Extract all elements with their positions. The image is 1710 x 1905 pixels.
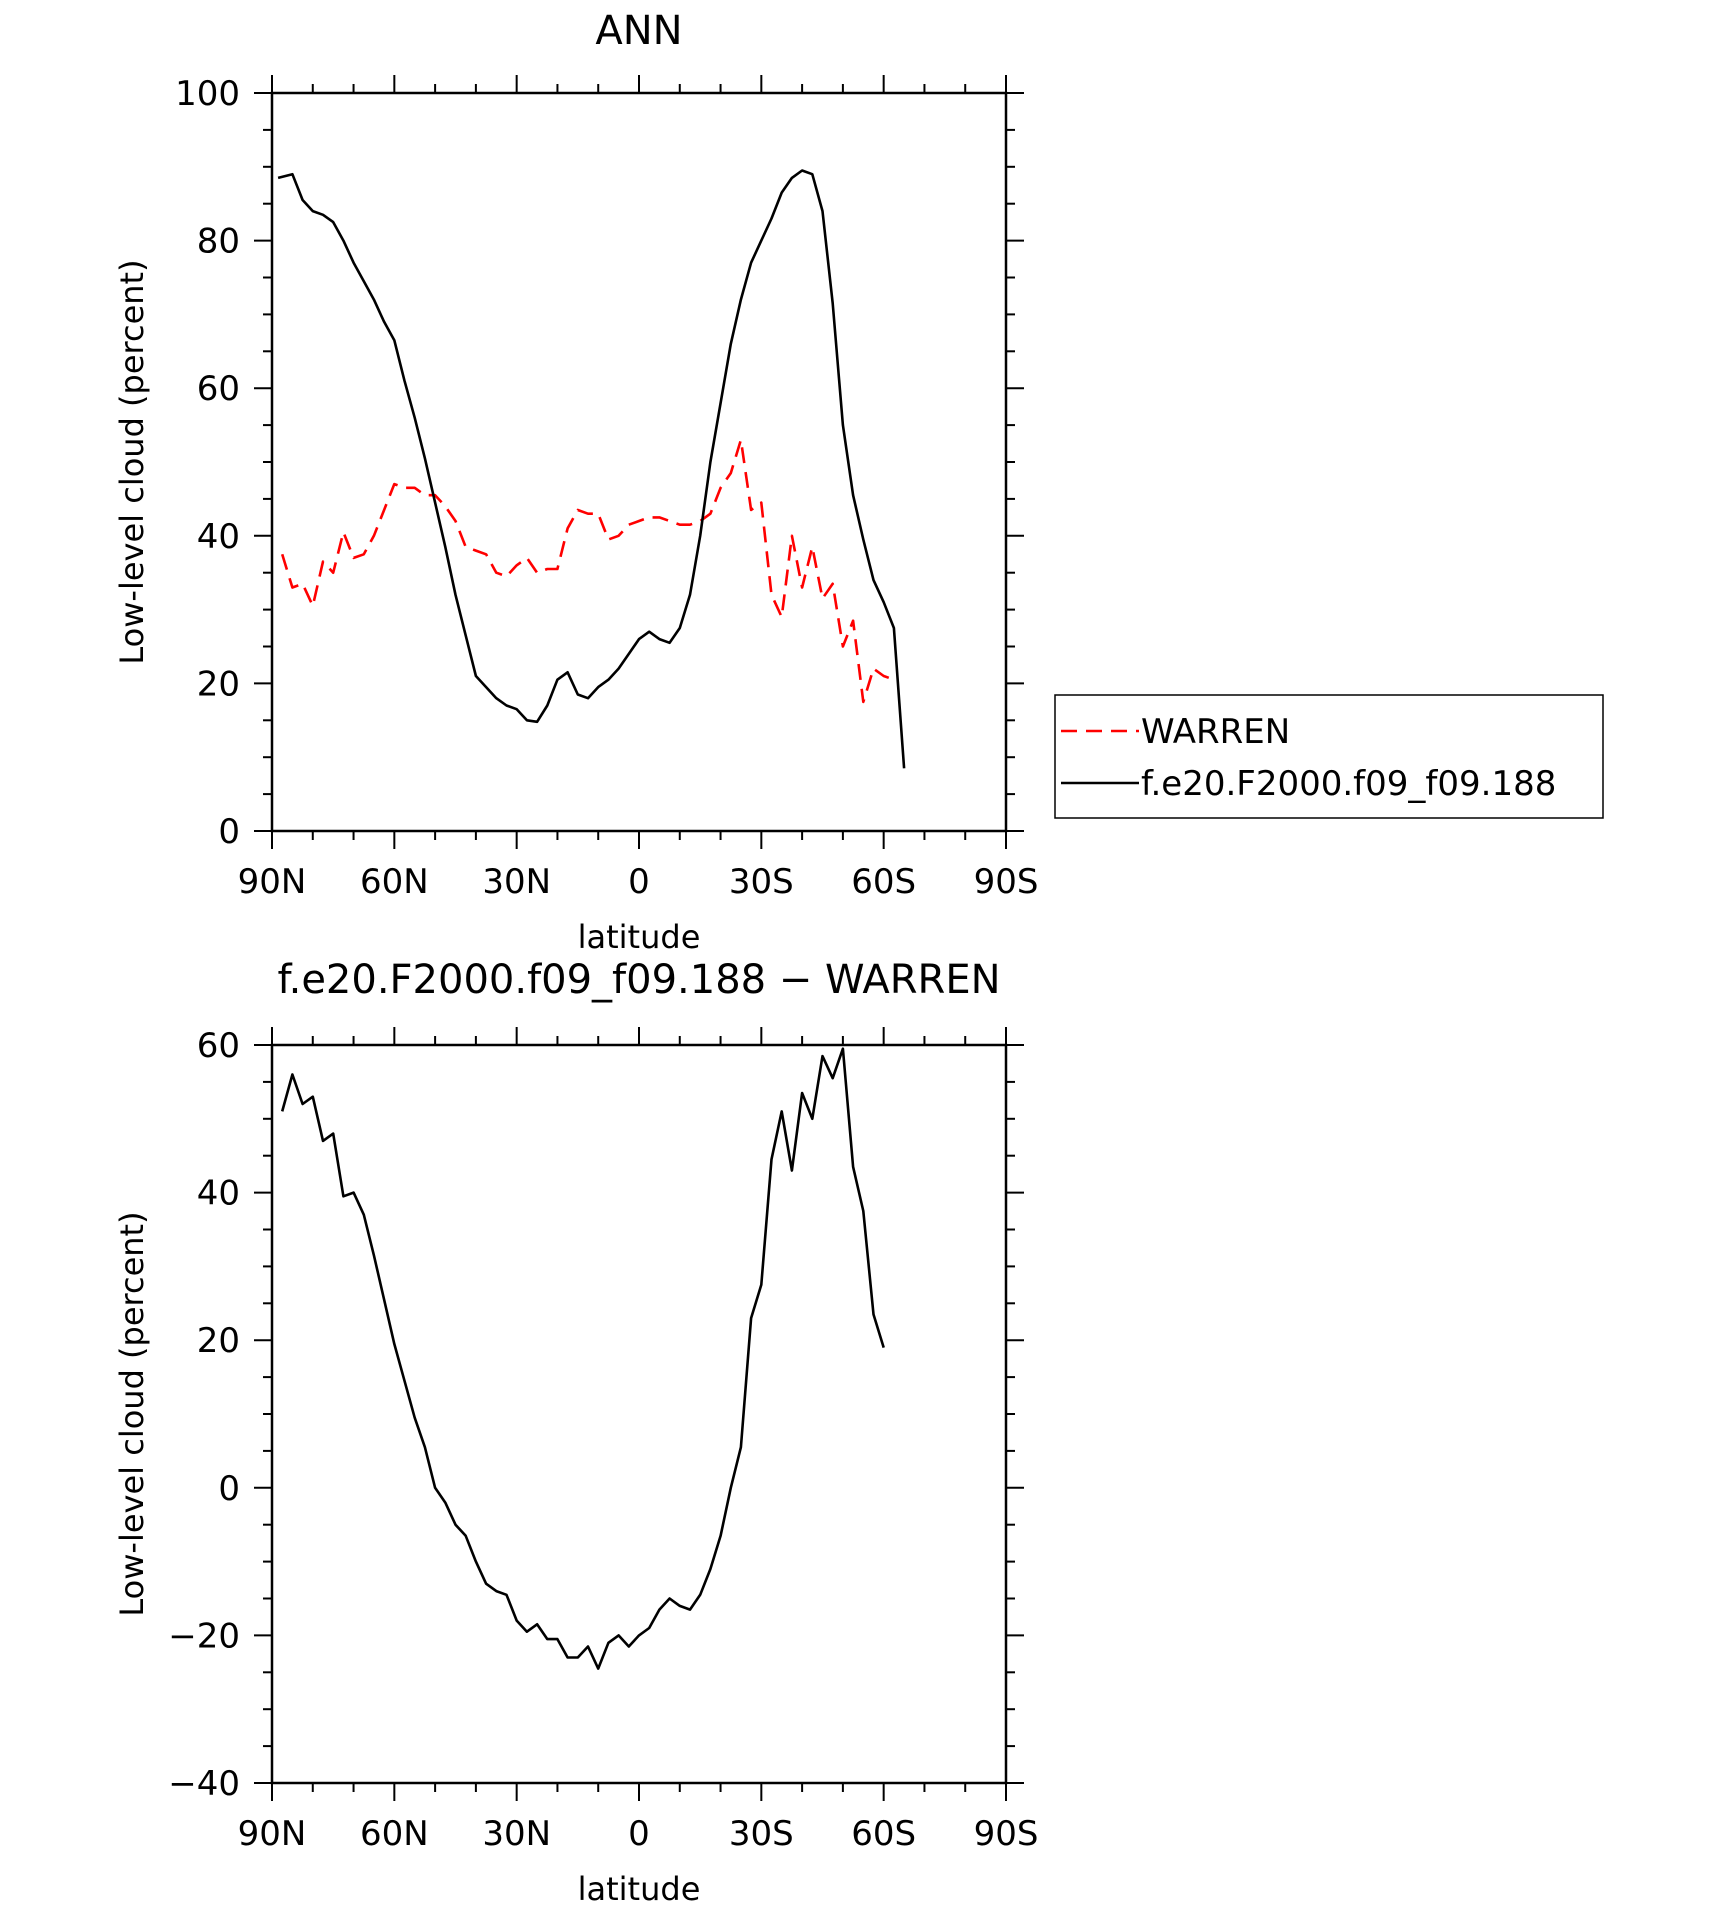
x-tick-label: 30S xyxy=(729,1814,794,1854)
y-tick-label: 0 xyxy=(218,812,240,852)
x-tick-label: 0 xyxy=(628,862,650,902)
y-tick-label: 100 xyxy=(175,74,240,114)
x-tick-label: 0 xyxy=(628,1814,650,1854)
y-tick-label: 20 xyxy=(197,1321,240,1361)
plot-frame xyxy=(270,91,1008,833)
x-tick-label: 30N xyxy=(482,1814,551,1854)
x-tick-label: 60N xyxy=(360,862,429,902)
chart-title: f.e20.F2000.f09_f09.188 − WARREN xyxy=(277,957,1000,1003)
y-tick-label: 0 xyxy=(218,1469,240,1509)
x-axis-label: latitude xyxy=(578,918,701,956)
series-line-f-e20-f2000-f09-f09-188 xyxy=(277,169,906,769)
y-tick-label: 80 xyxy=(197,222,240,262)
y-tick-label: 40 xyxy=(197,1174,240,1214)
y-tick-label: 60 xyxy=(197,369,240,409)
x-tick-label: 60S xyxy=(851,1814,916,1854)
legend-entry-label: f.e20.F2000.f09_f09.188 xyxy=(1141,764,1556,804)
series-line-warren xyxy=(280,438,895,704)
x-tick-label: 90N xyxy=(238,862,307,902)
series-line-difference xyxy=(280,1047,885,1670)
y-axis-label: Low-level cloud (percent) xyxy=(113,259,151,664)
y-tick-label: 20 xyxy=(197,664,240,704)
x-tick-label: 30N xyxy=(482,862,551,902)
chart-title: ANN xyxy=(595,8,682,54)
x-tick-label: 90N xyxy=(238,1814,307,1854)
x-tick-label: 60N xyxy=(360,1814,429,1854)
y-tick-label: −40 xyxy=(168,1764,240,1804)
plot-frame xyxy=(270,1043,1008,1785)
bottom-panel-difference: f.e20.F2000.f09_f09.188 − WARREN 90N 60N 30… xyxy=(113,957,1038,1905)
legend: WARREN f.e20.F2000.f09_f09.188 xyxy=(1054,694,1604,819)
y-tick-label: −20 xyxy=(168,1616,240,1656)
legend-box xyxy=(1054,694,1604,819)
x-tick-label: 60S xyxy=(851,862,916,902)
x-axis-label: latitude xyxy=(578,1870,701,1905)
top-panel-ann: ANN 90N 60N 30N 0 30S 60S 90S 0 20 40 60 80 100 latitu… xyxy=(113,8,1038,956)
legend-entry-label: WARREN xyxy=(1141,712,1290,752)
x-tick-label: 30S xyxy=(729,862,794,902)
x-tick-label: 90S xyxy=(974,1814,1039,1854)
x-tick-label: 90S xyxy=(974,862,1039,902)
y-tick-label: 60 xyxy=(197,1026,240,1066)
y-tick-label: 40 xyxy=(197,517,240,557)
y-axis-label: Low-level cloud (percent) xyxy=(113,1211,151,1616)
